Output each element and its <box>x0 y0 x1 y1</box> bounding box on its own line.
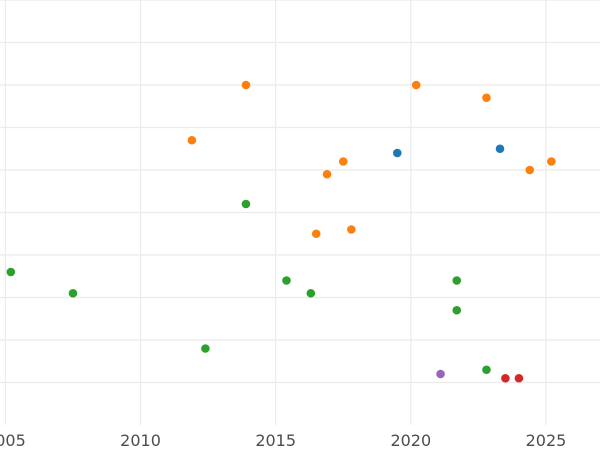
scatter-point <box>311 229 321 239</box>
scatter-point <box>338 157 348 166</box>
scatter-point <box>241 199 251 209</box>
scatter-point <box>187 135 197 145</box>
scatter-point <box>525 165 535 175</box>
x-tick-label: 2025 <box>526 431 567 450</box>
data-points <box>6 80 556 383</box>
scatter-point <box>392 148 402 158</box>
scatter-point <box>436 369 445 379</box>
scatter-point <box>482 93 491 103</box>
scatter-point <box>68 288 78 298</box>
scatter-point <box>322 169 332 179</box>
x-tick-label: 2015 <box>255 431 296 450</box>
scatter-point <box>6 267 16 277</box>
scatter-point <box>452 276 462 285</box>
scatter-point <box>482 365 491 375</box>
scatter-point <box>306 288 316 298</box>
scatter-point <box>241 80 251 90</box>
scatter-point <box>501 373 510 383</box>
x-axis: 2005 2010 2015 2020 2025 <box>0 431 566 450</box>
scatter-point <box>514 373 524 383</box>
x-tick-label: 2020 <box>390 431 431 450</box>
grid <box>0 0 600 425</box>
scatter-point <box>547 157 556 166</box>
scatter-point <box>411 80 421 90</box>
x-tick-label: 2005 <box>0 431 26 450</box>
x-tick-label: 2010 <box>120 431 161 450</box>
scatter-point <box>282 276 291 285</box>
scatter-point <box>347 225 356 234</box>
scatter-point <box>495 144 505 154</box>
scatter-point <box>201 344 210 353</box>
scatter-point <box>452 305 462 315</box>
